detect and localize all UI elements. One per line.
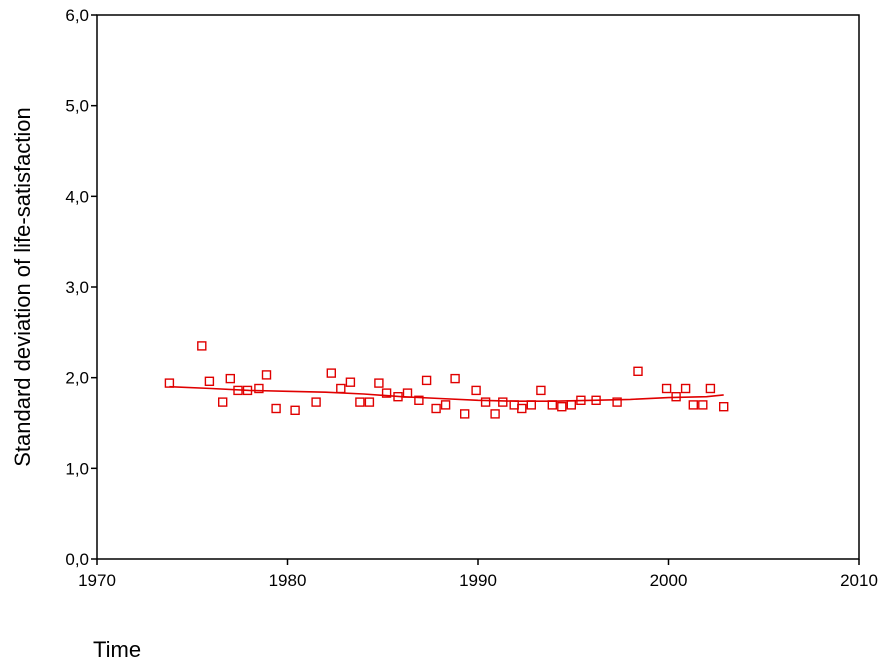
- x-tick-label: 1990: [459, 571, 497, 590]
- data-point: [688, 400, 698, 410]
- data-point: [526, 400, 536, 410]
- data-point: [661, 383, 672, 394]
- data-point: [490, 409, 500, 419]
- x-tick-label: 2010: [840, 571, 878, 590]
- data-point: [345, 377, 356, 387]
- data-point: [450, 373, 460, 384]
- data-point: [197, 341, 207, 351]
- data-point: [421, 375, 432, 386]
- data-point: [633, 366, 643, 376]
- y-tick-label: 5,0: [65, 97, 89, 116]
- data-point: [402, 388, 413, 398]
- data-point: [480, 397, 491, 407]
- data-point: [374, 378, 384, 388]
- data-point: [254, 383, 264, 394]
- y-tick-label: 1,0: [65, 459, 89, 478]
- trend-line: [169, 385, 724, 402]
- data-point: [355, 397, 365, 407]
- data-point: [326, 368, 336, 378]
- x-axis-label: Time: [93, 637, 141, 662]
- y-tick-label: 4,0: [65, 187, 89, 206]
- x-tick-label: 2000: [650, 571, 688, 590]
- data-point: [460, 409, 470, 419]
- data-point: [440, 400, 451, 410]
- data-point: [271, 403, 281, 414]
- data-point: [290, 405, 300, 415]
- y-axis-label: Standard deviation of life-satisfaction: [10, 107, 35, 467]
- data-point: [566, 400, 576, 410]
- data-point: [498, 397, 508, 407]
- y-tick-label: 6,0: [65, 6, 89, 25]
- data-point: [698, 400, 708, 410]
- data-point: [204, 376, 215, 386]
- data-point: [471, 385, 481, 396]
- series-layer: [164, 341, 729, 419]
- data-point: [414, 395, 424, 405]
- data-point: [311, 397, 321, 407]
- data-point: [612, 397, 622, 407]
- data-point: [336, 383, 346, 394]
- data-point: [364, 397, 375, 407]
- data-point: [517, 403, 527, 414]
- data-point: [381, 388, 392, 398]
- data-point: [536, 385, 546, 396]
- y-tick-label: 2,0: [65, 369, 89, 388]
- x-axis: 1970 1980 1990 2000 2010: [78, 559, 878, 590]
- y-axis: 0,0 1,0 2,0 3,0 4,0 5,0 6,0: [65, 6, 97, 569]
- y-tick-label: 0,0: [65, 550, 89, 569]
- x-tick-label: 1980: [269, 571, 307, 590]
- data-point: [509, 400, 519, 410]
- data-point: [217, 397, 228, 407]
- data-point: [547, 400, 557, 410]
- plot-frame: [96, 14, 860, 560]
- data-point: [705, 383, 716, 394]
- data-point: [261, 370, 272, 380]
- data-point: [164, 378, 175, 388]
- data-point: [680, 383, 691, 394]
- data-point: [719, 402, 729, 412]
- data-point: [557, 402, 567, 412]
- x-tick-label: 1970: [78, 571, 116, 590]
- data-point: [431, 403, 441, 414]
- y-tick-label: 3,0: [65, 278, 89, 297]
- data-point: [225, 373, 236, 384]
